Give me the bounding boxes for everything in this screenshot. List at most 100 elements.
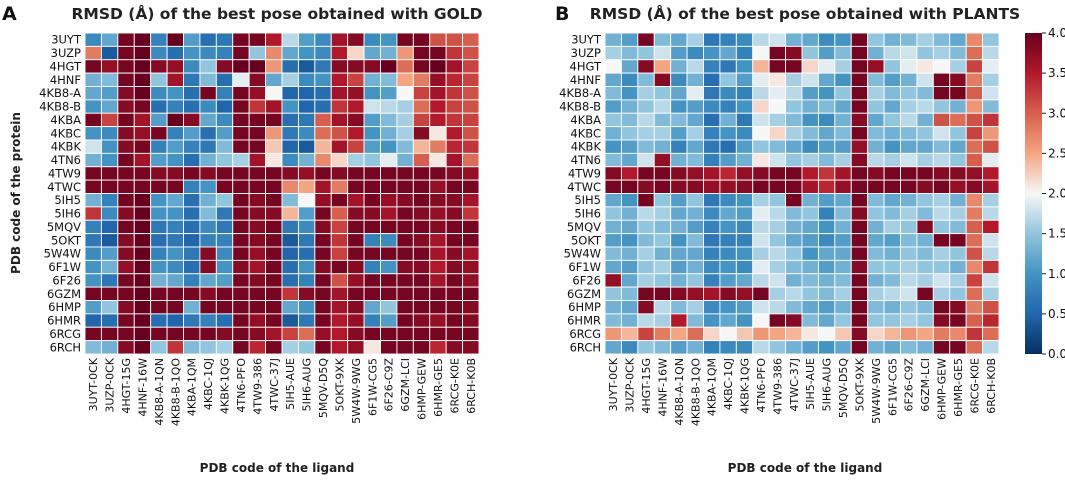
- heatmap-cell: [850, 286, 869, 301]
- heatmap-cell: [965, 326, 984, 342]
- heatmap-cell: [117, 233, 135, 248]
- heatmap-cell: [445, 206, 464, 221]
- row-label: 4KBK: [571, 140, 602, 154]
- row-label: 4HGT: [50, 59, 82, 73]
- heatmap-cell: [330, 152, 349, 168]
- heatmap-cell: [117, 59, 135, 74]
- heatmap-cell: [281, 273, 299, 288]
- heatmap-cell: [604, 286, 622, 301]
- heatmap-cell: [817, 152, 836, 168]
- heatmap-cell: [850, 112, 869, 128]
- heatmap-cell: [604, 259, 622, 275]
- heatmap-cell: [735, 259, 754, 275]
- heatmap-cell: [396, 193, 414, 208]
- heatmap-cell: [248, 219, 267, 235]
- heatmap-cell: [297, 59, 316, 74]
- heatmap-cell: [670, 45, 688, 61]
- heatmap-cell: [314, 219, 332, 235]
- heatmap-cell: [248, 59, 267, 74]
- row-label: 5IH6: [54, 207, 81, 221]
- heatmap-cell: [445, 219, 464, 235]
- heatmap-cell: [462, 219, 480, 235]
- heatmap-cell: [703, 300, 721, 315]
- row-label: 5IH5: [574, 193, 601, 207]
- heatmap-cell: [801, 99, 819, 114]
- heatmap-cell: [719, 340, 737, 355]
- heatmap-cell: [735, 300, 754, 315]
- heatmap-cell: [199, 313, 217, 328]
- heatmap-cell: [330, 219, 349, 235]
- heatmap-cell: [637, 139, 655, 154]
- heatmap-cell: [199, 300, 217, 315]
- heatmap-cell: [752, 233, 770, 248]
- heatmap-cell: [785, 326, 803, 342]
- heatmap-cell: [703, 32, 721, 47]
- heatmap-cell: [166, 86, 184, 101]
- column-label: 5IH5-AUE: [284, 358, 297, 410]
- heatmap-cell: [653, 206, 672, 221]
- heatmap-cell: [363, 340, 381, 355]
- colorbar-tick-label: 2.5: [1048, 146, 1065, 160]
- heatmap-cell: [834, 326, 852, 342]
- heatmap-cell: [932, 86, 951, 101]
- heatmap-cell: [150, 286, 168, 301]
- heatmap-cell: [412, 152, 431, 168]
- heatmap-cell: [445, 340, 464, 355]
- heatmap-cell: [265, 193, 283, 208]
- heatmap-cell: [215, 326, 234, 342]
- column-label: 4KBK-1QG: [739, 358, 752, 414]
- heatmap-cell: [215, 300, 234, 315]
- heatmap-cell: [150, 126, 168, 141]
- heatmap-cell: [768, 99, 787, 114]
- heatmap-cell: [916, 233, 934, 248]
- heatmap-cell: [199, 126, 217, 141]
- heatmap-cell: [183, 193, 201, 208]
- heatmap-cell: [653, 179, 672, 194]
- heatmap-cell: [883, 340, 901, 355]
- heatmap-cell: [199, 72, 217, 87]
- heatmap-cell: [719, 126, 737, 141]
- heatmap-cell: [965, 340, 984, 355]
- heatmap-cell: [900, 340, 918, 355]
- heatmap-cell: [850, 219, 869, 235]
- heatmap-cell: [949, 126, 967, 141]
- heatmap-cell: [150, 45, 168, 61]
- heatmap-cell: [867, 126, 885, 141]
- heatmap-cell: [817, 219, 836, 235]
- heatmap-cell: [752, 313, 770, 328]
- heatmap-cell: [867, 206, 885, 221]
- heatmap-cell: [265, 206, 283, 221]
- heatmap-cell: [620, 86, 639, 101]
- heatmap-cell: [117, 326, 135, 342]
- heatmap-cell: [900, 179, 918, 194]
- heatmap-cell: [735, 193, 754, 208]
- heatmap-cell: [150, 219, 168, 235]
- heatmap-cell: [314, 59, 332, 74]
- heatmap-cell: [867, 233, 885, 248]
- heatmap-cell: [637, 72, 655, 87]
- heatmap-cell: [620, 99, 639, 114]
- heatmap-cell: [133, 313, 152, 328]
- heatmap-cell: [965, 72, 984, 87]
- heatmap-cell: [719, 72, 737, 87]
- heatmap-cell: [604, 313, 622, 328]
- heatmap-cell: [670, 86, 688, 101]
- heatmap-cell: [604, 112, 622, 128]
- heatmap-cell: [949, 219, 967, 235]
- heatmap-cell: [637, 286, 655, 301]
- heatmap-cell: [347, 259, 365, 275]
- heatmap-cell: [916, 32, 934, 47]
- row-label: 6F1W: [48, 260, 81, 274]
- heatmap-cell: [604, 340, 622, 355]
- column-label: 3UZP-0CK: [624, 357, 637, 412]
- heatmap-cell: [752, 286, 770, 301]
- heatmap-cell: [850, 246, 869, 261]
- column-label: 4HNF-16W: [656, 358, 669, 417]
- heatmap-cell: [653, 246, 672, 261]
- heatmap-cell: [785, 59, 803, 74]
- heatmap-cell: [900, 193, 918, 208]
- heatmap-cell: [916, 45, 934, 61]
- column-label: 6RCH-K0B: [465, 358, 478, 414]
- heatmap-cell: [429, 126, 447, 141]
- heatmap-cell: [867, 219, 885, 235]
